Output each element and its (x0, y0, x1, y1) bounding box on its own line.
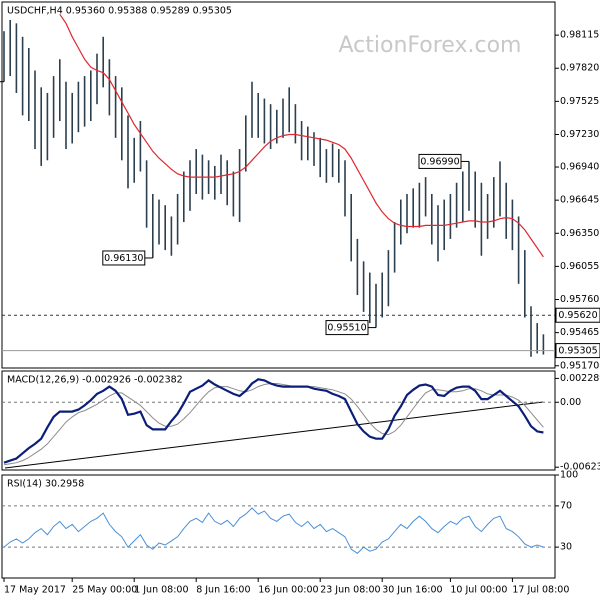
panel-frame (1, 1, 556, 369)
panel-frame (1, 474, 556, 579)
y-tick-label: 0.95170 (560, 360, 599, 371)
rsi-line (3, 507, 544, 554)
x-tick-label: 23 Jun 08:00 (320, 585, 380, 596)
annotation-label-box (102, 250, 146, 266)
panel-frame (1, 370, 556, 471)
y-tick-label: 0.96940 (560, 162, 599, 173)
y-tick-label: 30 (560, 542, 572, 553)
macd-line (3, 378, 544, 464)
last-price-label: 0.95305 (558, 346, 597, 357)
y-tick-label: 0.96055 (560, 261, 599, 272)
x-tick-label: 8 Jun 16:00 (196, 585, 250, 596)
x-tick-label: 17 Jul 08:00 (512, 585, 569, 596)
x-tick-label: 17 May 2017 (4, 585, 66, 596)
panel-title: MACD(12,26,9) -0.002926 -0.002382 (7, 375, 183, 386)
moving-average (59, 13, 544, 258)
annotation-label: 0.96990 (420, 156, 459, 167)
panel-title: RSI(14) 30.2958 (7, 479, 84, 490)
y-tick-label: 0.97230 (560, 129, 599, 140)
y-tick-label: 0.97820 (560, 63, 599, 74)
last-price-label-box (555, 343, 600, 359)
y-tick-label: 100 (560, 470, 578, 481)
x-tick-label: 30 Jun 16:00 (382, 585, 442, 596)
annotation-label: 0.96130 (104, 253, 143, 264)
x-tick-label: 10 Jul 00:00 (450, 585, 507, 596)
y-tick-label: 70 (560, 500, 572, 511)
y-tick-label: 0.97525 (560, 96, 599, 107)
annotation-label-box (418, 153, 462, 169)
level-label-box (555, 307, 600, 323)
y-tick-label: 0.98115 (560, 30, 599, 41)
x-tick-label: 1 Jun 08:00 (134, 585, 188, 596)
level-label: 0.95620 (558, 310, 597, 321)
y-tick-label: 0.002289 (560, 373, 600, 384)
trend-line (4, 401, 544, 469)
y-tick-label: 0.95465 (560, 327, 599, 338)
y-tick-label: 0.95760 (560, 294, 599, 305)
x-tick-label: 25 May 00:00 (72, 585, 137, 596)
y-tick-label: 0.96645 (560, 195, 599, 206)
y-tick-label: 0.96350 (560, 228, 599, 239)
annotation-label-box (325, 320, 369, 336)
panel-title: USDCHF,H4 0.95360 0.95388 0.95289 0.9530… (7, 6, 232, 17)
x-tick-label: 16 Jun 00:00 (258, 585, 318, 596)
y-tick-label: 0.00 (560, 397, 581, 408)
y-tick-label: -0.006231 (560, 462, 600, 473)
annotation-label: 0.95510 (327, 323, 366, 334)
watermark: ActionForex.com (339, 33, 522, 58)
